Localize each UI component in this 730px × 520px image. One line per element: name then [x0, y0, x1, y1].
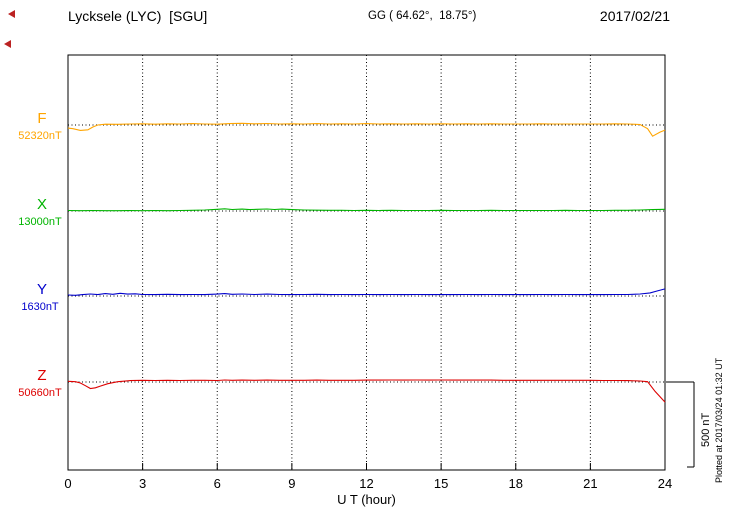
x-tick-label-18: 18	[509, 476, 523, 491]
trace-Z	[67, 379, 666, 403]
red-corner-mark	[8, 10, 15, 18]
geographic-coords: GG ( 64.62°, 18.75°)	[368, 10, 477, 22]
component-label-Z: Z	[37, 367, 46, 384]
component-label-Y: Y	[37, 281, 47, 298]
x-tick-label-15: 15	[434, 476, 448, 491]
x-tick-label-12: 12	[359, 476, 373, 491]
component-baseline-value-F: 52320nT	[18, 130, 62, 142]
x-tick-label-0: 0	[64, 476, 71, 491]
x-axis-label: U T (hour)	[337, 492, 396, 507]
x-tick-label-21: 21	[583, 476, 597, 491]
x-tick-label-24: 24	[658, 476, 672, 491]
component-label-F: F	[37, 110, 46, 127]
trace-F	[67, 122, 666, 137]
component-baseline-value-Y: 1630nT	[21, 301, 59, 313]
component-baseline-value-Z: 50660nT	[18, 387, 62, 399]
x-tick-label-6: 6	[214, 476, 221, 491]
component-baseline-value-X: 13000nT	[18, 216, 62, 228]
x-tick-label-3: 3	[139, 476, 146, 491]
station-title: Lycksele (LYC) [SGU]	[68, 8, 208, 24]
plotted-at-timestamp: Plotted at 2017/03/24 01:32 UT	[714, 357, 724, 483]
x-tick-label-9: 9	[288, 476, 295, 491]
scalebar-label: 500 nT	[700, 412, 712, 447]
red-corner-mark	[4, 40, 11, 48]
component-label-X: X	[37, 196, 47, 213]
trace-X	[67, 208, 666, 212]
trace-Y	[67, 288, 666, 296]
plot-date: 2017/02/21	[599, 8, 670, 24]
